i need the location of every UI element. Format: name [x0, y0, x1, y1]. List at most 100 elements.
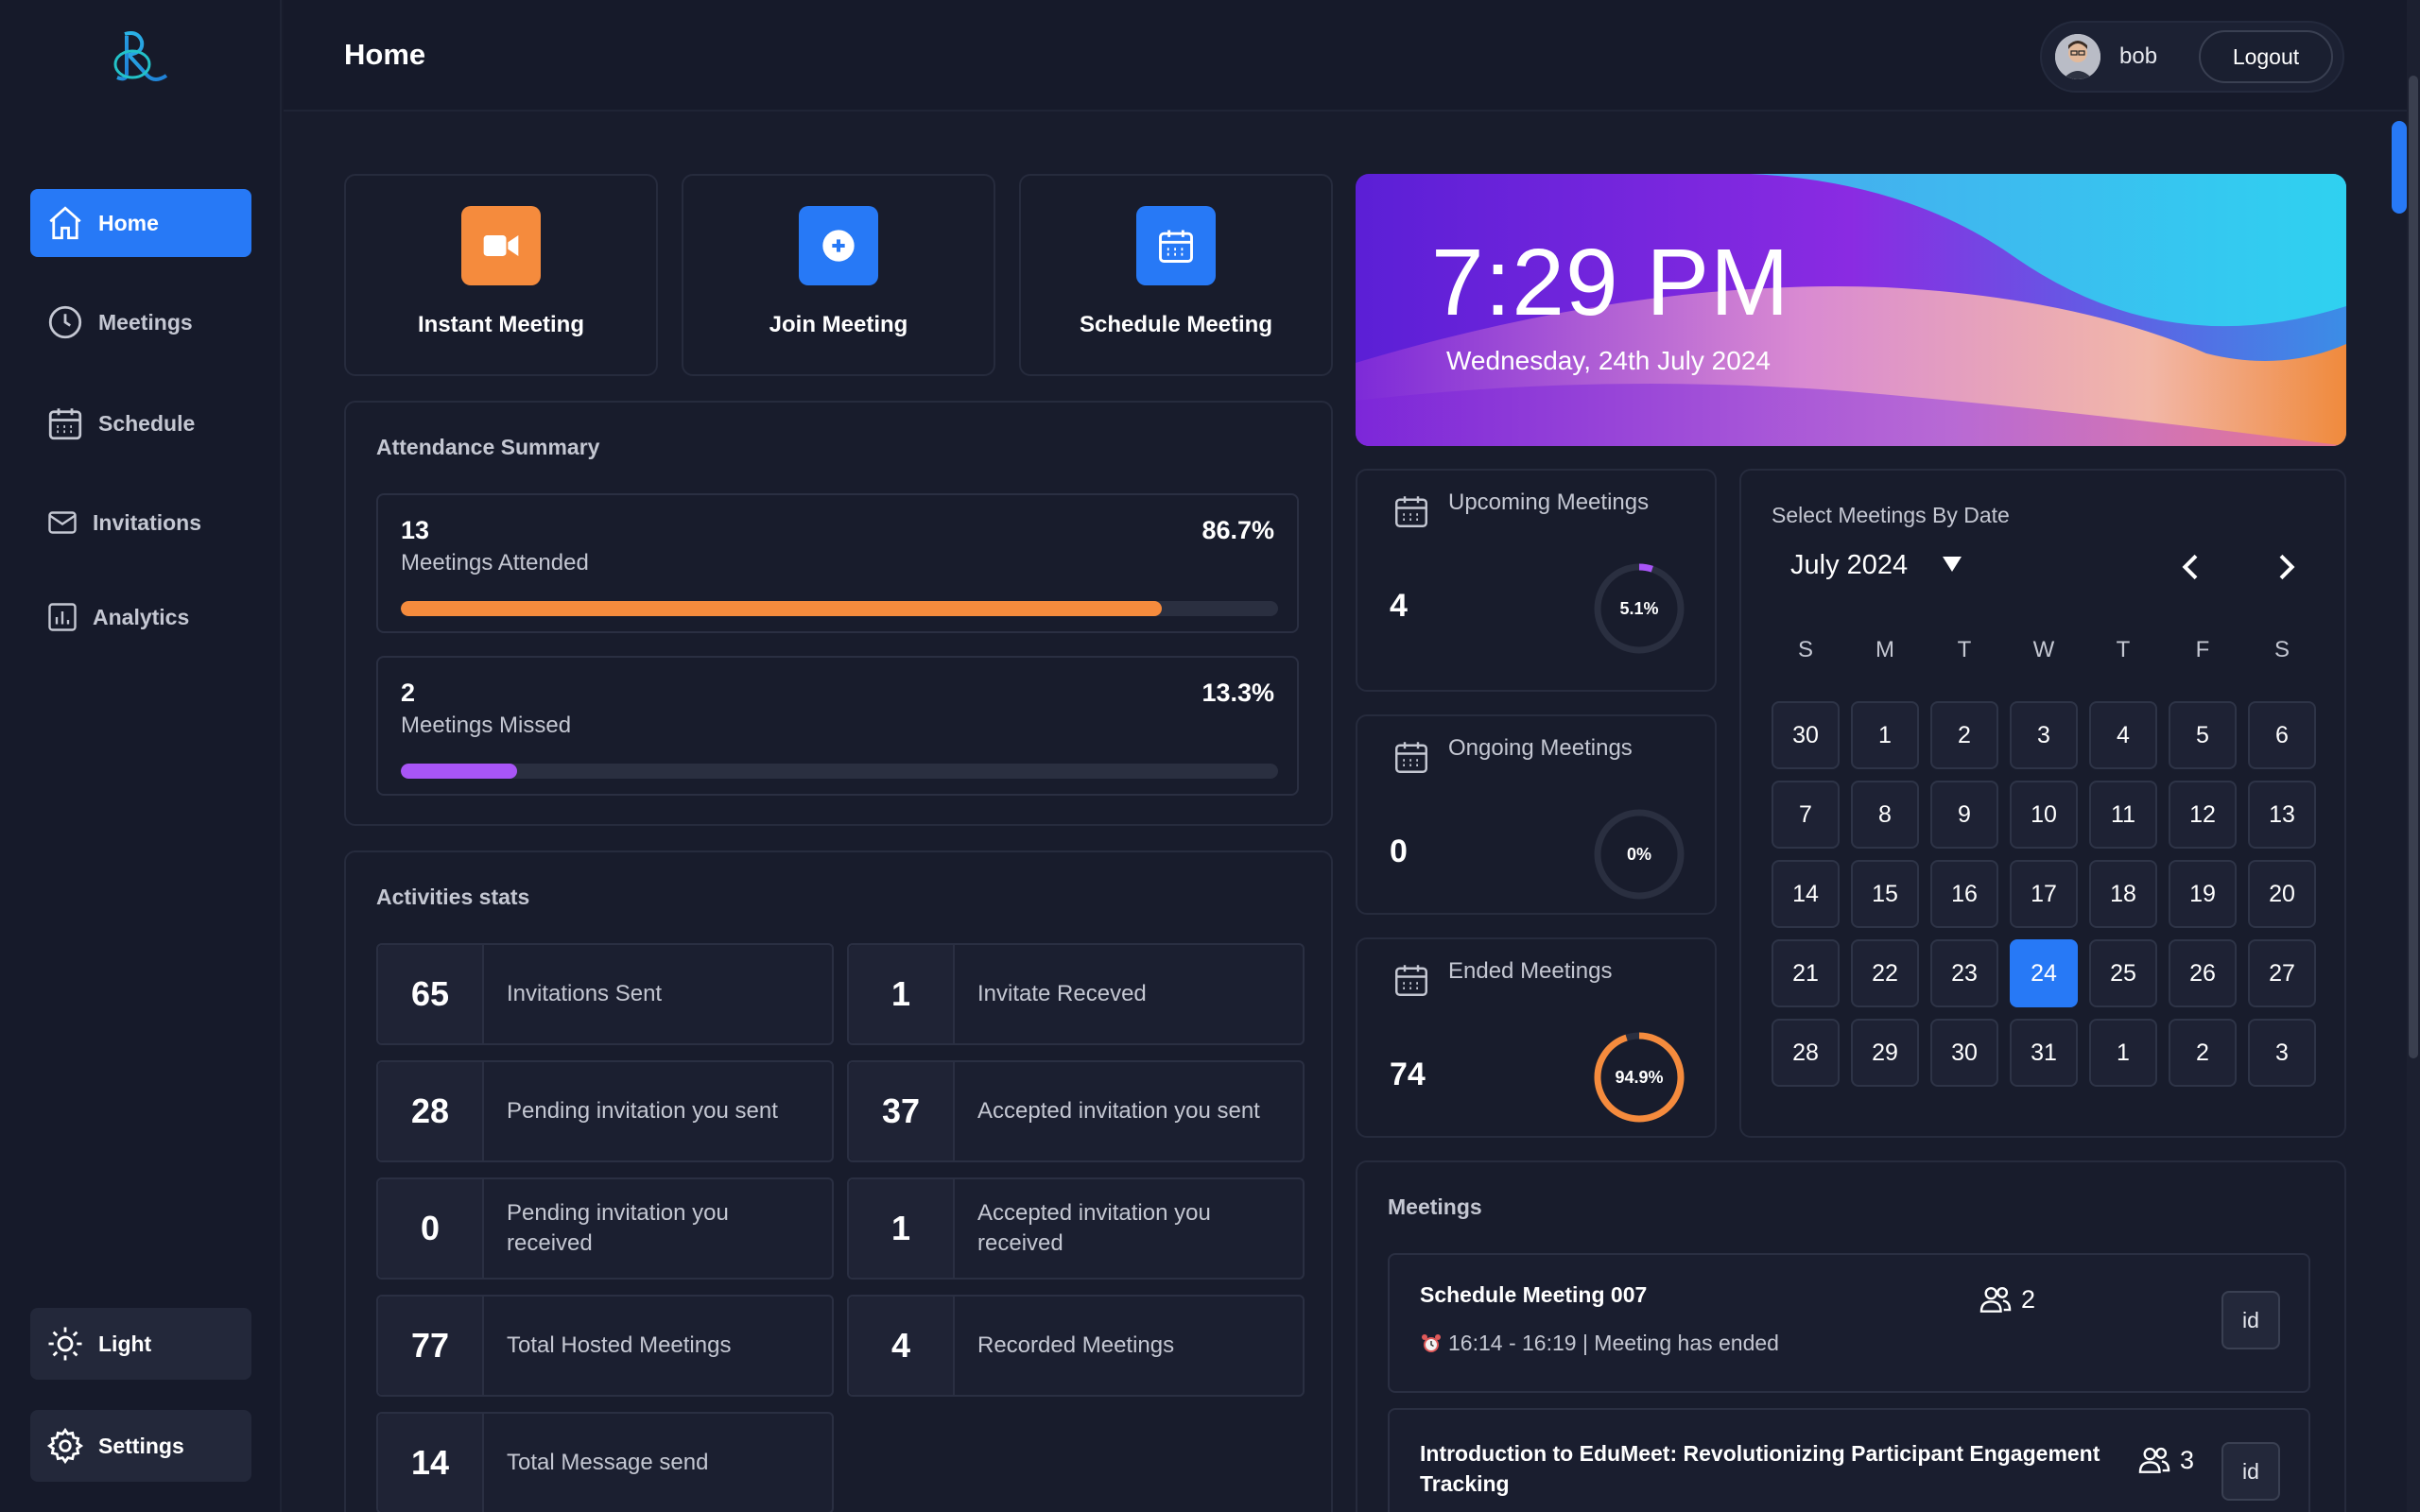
logout-button[interactable]: Logout [2199, 30, 2333, 83]
calendar-day[interactable]: 9 [1930, 781, 1998, 849]
video-camera-icon [461, 206, 541, 285]
meeting-time: 16:14 - 16:19 | Meeting has ended [1420, 1331, 1779, 1356]
stat-value: 1 [849, 1179, 955, 1278]
attended-percent: 86.7% [1201, 516, 1274, 544]
calendar-day[interactable]: 18 [2089, 860, 2157, 928]
meeting-list-item[interactable]: Schedule Meeting 007 16:14 - 16:19 | Mee… [1388, 1253, 2310, 1393]
theme-toggle-button[interactable]: Light [30, 1308, 251, 1380]
calendar-day[interactable]: 31 [2010, 1019, 2078, 1087]
calendar-day[interactable]: 7 [1772, 781, 1840, 849]
stat-label: Invitations Sent [507, 981, 663, 1006]
weekday-header: S [1797, 637, 1813, 662]
calendar-day[interactable]: 17 [2010, 860, 2078, 928]
status-percent: 0% [1627, 845, 1651, 864]
calendar-day[interactable]: 2 [2169, 1019, 2237, 1087]
calendar-month-select[interactable]: July 2024 [1790, 550, 1909, 580]
sidebar-item-meetings[interactable]: Meetings [30, 288, 251, 356]
current-date: Wednesday, 24th July 2024 [1446, 346, 1771, 375]
stat-value: 65 [378, 945, 484, 1043]
calendar-icon [1395, 965, 1427, 996]
schedule-meeting-button[interactable]: Schedule Meeting [1019, 174, 1333, 376]
stat-value: 4 [849, 1297, 955, 1395]
calendar-day[interactable]: 10 [2010, 781, 2078, 849]
calendar-icon [1395, 496, 1427, 527]
calendar-day[interactable]: 30 [1930, 1019, 1998, 1087]
users-icon [1979, 1286, 2012, 1313]
ended-meetings-card: Ended Meetings 74 94.9% [1356, 937, 1717, 1138]
chevron-right-icon[interactable] [2267, 548, 2305, 586]
calendar-day[interactable]: 27 [2248, 939, 2316, 1007]
calendar-day[interactable]: 22 [1851, 939, 1919, 1007]
page-scrollbar-thumb[interactable] [2409, 76, 2418, 1058]
calendar-day[interactable]: 1 [1851, 701, 1919, 769]
sidebar-item-home[interactable]: Home [30, 189, 251, 257]
status-progress-ring: 5.1% [1594, 563, 1685, 654]
status-progress-ring: 94.9% [1594, 1032, 1685, 1123]
caret-down-icon[interactable] [1942, 556, 1962, 573]
calendar-day[interactable]: 19 [2169, 860, 2237, 928]
calendar-day[interactable]: 29 [1851, 1019, 1919, 1087]
stat-value: 77 [378, 1297, 484, 1395]
status-percent: 94.9% [1615, 1068, 1663, 1087]
calendar-day[interactable]: 14 [1772, 860, 1840, 928]
stat-value: 28 [378, 1062, 484, 1160]
status-count: 4 [1390, 588, 1408, 624]
status-count: 0 [1390, 833, 1408, 869]
calendar-day[interactable]: 26 [2169, 939, 2237, 1007]
calendar-day[interactable]: 8 [1851, 781, 1919, 849]
calendar-day[interactable]: 5 [2169, 701, 2237, 769]
settings-button[interactable]: Settings [30, 1410, 251, 1482]
stat-tile: 4 Recorded Meetings [847, 1295, 1305, 1397]
sidebar-item-label: Home [98, 210, 159, 235]
calendar-day[interactable]: 13 [2248, 781, 2316, 849]
status-title: Upcoming Meetings [1448, 490, 1650, 515]
calendar-day[interactable]: 15 [1851, 860, 1919, 928]
calendar-day[interactable]: 12 [2169, 781, 2237, 849]
stat-tile: 65 Invitations Sent [376, 943, 834, 1045]
copy-id-button[interactable]: id [2221, 1442, 2280, 1501]
meeting-time-text: 16:14 - 16:19 | Meeting has ended [1448, 1331, 1779, 1355]
stat-value: 14 [378, 1414, 484, 1512]
calendar-day-selected[interactable]: 24 [2010, 939, 2078, 1007]
meeting-list-item[interactable]: Introduction to EduMeet: Revolutionizing… [1388, 1408, 2310, 1512]
stat-label: Total Hosted Meetings [507, 1332, 732, 1358]
section-title: Activities stats [376, 885, 530, 909]
calendar-day[interactable]: 6 [2248, 701, 2316, 769]
calendar-day[interactable]: 16 [1930, 860, 1998, 928]
attended-summary: 13 Meetings Attended 86.7% [376, 493, 1299, 633]
sidebar-item-analytics[interactable]: Analytics [30, 583, 251, 651]
calendar-day[interactable]: 28 [1772, 1019, 1840, 1087]
meetings-list-card: Meetings Schedule Meeting 007 16:14 - 16… [1356, 1160, 2346, 1512]
quick-action-label: Instant Meeting [417, 312, 584, 337]
sidebar-item-invitations[interactable]: Invitations [30, 489, 251, 557]
copy-id-button[interactable]: id [2221, 1291, 2280, 1349]
calendar-day[interactable]: 30 [1772, 701, 1840, 769]
calendar-day[interactable]: 11 [2089, 781, 2157, 849]
quick-action-label: Schedule Meeting [1079, 312, 1273, 337]
calendar-day[interactable]: 25 [2089, 939, 2157, 1007]
calendar-icon [48, 408, 82, 440]
sidebar-item-label: Invitations [93, 509, 202, 535]
section-title: Meetings [1388, 1194, 1482, 1219]
calendar-day[interactable]: 2 [1930, 701, 1998, 769]
attended-count: 13 [401, 516, 430, 544]
calendar-day[interactable]: 1 [2089, 1019, 2157, 1087]
plus-circle-icon [799, 206, 878, 285]
meeting-title: Introduction to EduMeet: Revolutionizing… [1420, 1441, 2100, 1496]
join-meeting-button[interactable]: Join Meeting [682, 174, 995, 376]
sidebar-item-label: Meetings [98, 309, 193, 335]
avatar[interactable] [2055, 34, 2100, 79]
section-title: Attendance Summary [376, 435, 600, 459]
top-header: Home bob Logout [284, 0, 2420, 112]
chevron-left-icon[interactable] [2172, 548, 2210, 586]
sidebar-item-schedule[interactable]: Schedule [30, 389, 251, 457]
calendar-day[interactable]: 23 [1930, 939, 1998, 1007]
calendar-day[interactable]: 4 [2089, 701, 2157, 769]
instant-meeting-button[interactable]: Instant Meeting [344, 174, 658, 376]
participants-number: 3 [2180, 1445, 2195, 1474]
calendar-day[interactable]: 21 [1772, 939, 1840, 1007]
calendar-day[interactable]: 3 [2248, 1019, 2316, 1087]
clock-banner: 7:29 PM Wednesday, 24th July 2024 [1356, 174, 2346, 446]
calendar-day[interactable]: 3 [2010, 701, 2078, 769]
calendar-day[interactable]: 20 [2248, 860, 2316, 928]
